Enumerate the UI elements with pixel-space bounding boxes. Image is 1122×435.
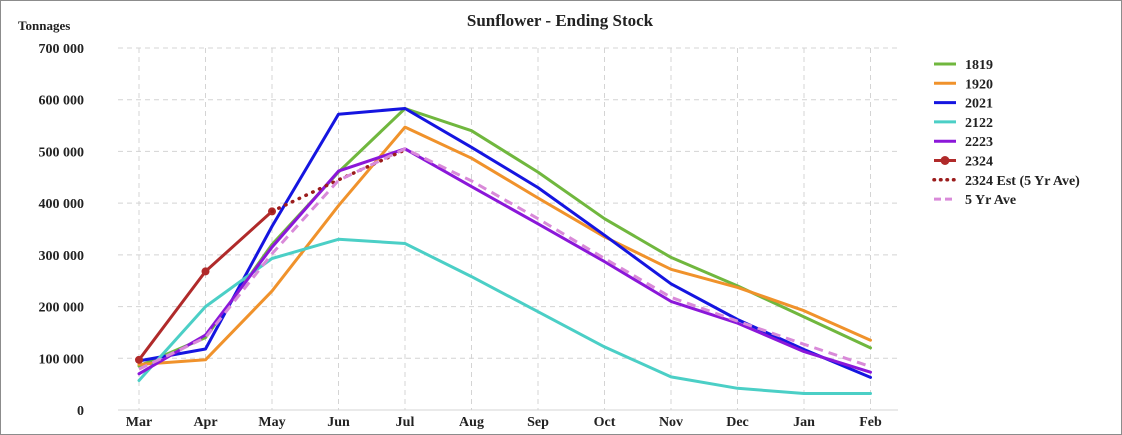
series-lines — [135, 107, 872, 395]
series-line-2324-est-5-yr-ave- — [270, 148, 407, 214]
y-tick-label: 700 000 — [39, 42, 85, 57]
x-tick-label: Jan — [793, 415, 815, 430]
y-axis-title: Tonnages — [18, 18, 70, 33]
series-line-2021 — [137, 107, 872, 379]
x-tick-label: Nov — [659, 415, 683, 430]
legend-label: 1920 — [965, 77, 993, 92]
series-line-1920 — [137, 125, 872, 366]
x-tick-label: Mar — [126, 415, 152, 430]
x-tick-label: Jun — [327, 415, 350, 430]
y-tick-label: 400 000 — [39, 197, 85, 212]
y-tick-label: 0 — [77, 404, 84, 419]
y-tick-label: 200 000 — [39, 301, 85, 316]
x-tick-label: Sep — [527, 415, 549, 430]
x-tick-label: Aug — [459, 415, 484, 430]
y-tick-label: 100 000 — [39, 352, 85, 367]
x-tick-label: May — [258, 415, 285, 430]
y-tick-label: 500 000 — [39, 145, 85, 160]
legend-label: 2021 — [965, 97, 993, 112]
legend-label: 2324 Est (5 Yr Ave) — [965, 174, 1080, 189]
x-tick-label: Apr — [193, 415, 217, 430]
data-point-2324 — [135, 355, 143, 364]
y-tick-label: 600 000 — [39, 94, 85, 109]
legend-label: 5 Yr Ave — [965, 193, 1016, 208]
series-line-2223 — [137, 147, 872, 376]
series-line-2122 — [137, 237, 872, 395]
x-tick-label: Jul — [396, 415, 415, 430]
axes: 0 100 000 200 000 300 000 400 000 500 000 600 … — [39, 42, 898, 430]
chart-title: Sunflower - Ending Stock — [467, 11, 654, 30]
series-line-5-yr-ave — [138, 147, 871, 371]
x-tick-label: Dec — [726, 415, 749, 430]
x-tick-label: Feb — [859, 415, 882, 430]
legend-marker — [940, 156, 950, 165]
legend-label: 1819 — [965, 58, 993, 73]
data-point-2324 — [201, 267, 210, 276]
series-line-1819 — [137, 107, 872, 368]
legend-label: 2122 — [965, 116, 993, 131]
y-tick-label: 300 000 — [39, 249, 85, 264]
x-tick-label: Oct — [594, 415, 616, 430]
legend-label: 2223 — [965, 135, 993, 150]
grid — [118, 47, 898, 410]
legend: 1819 1920 2021 2122 2223 2324 2324 Est (5 Yr A… — [932, 58, 1080, 208]
legend-label: 2324 — [965, 155, 993, 170]
